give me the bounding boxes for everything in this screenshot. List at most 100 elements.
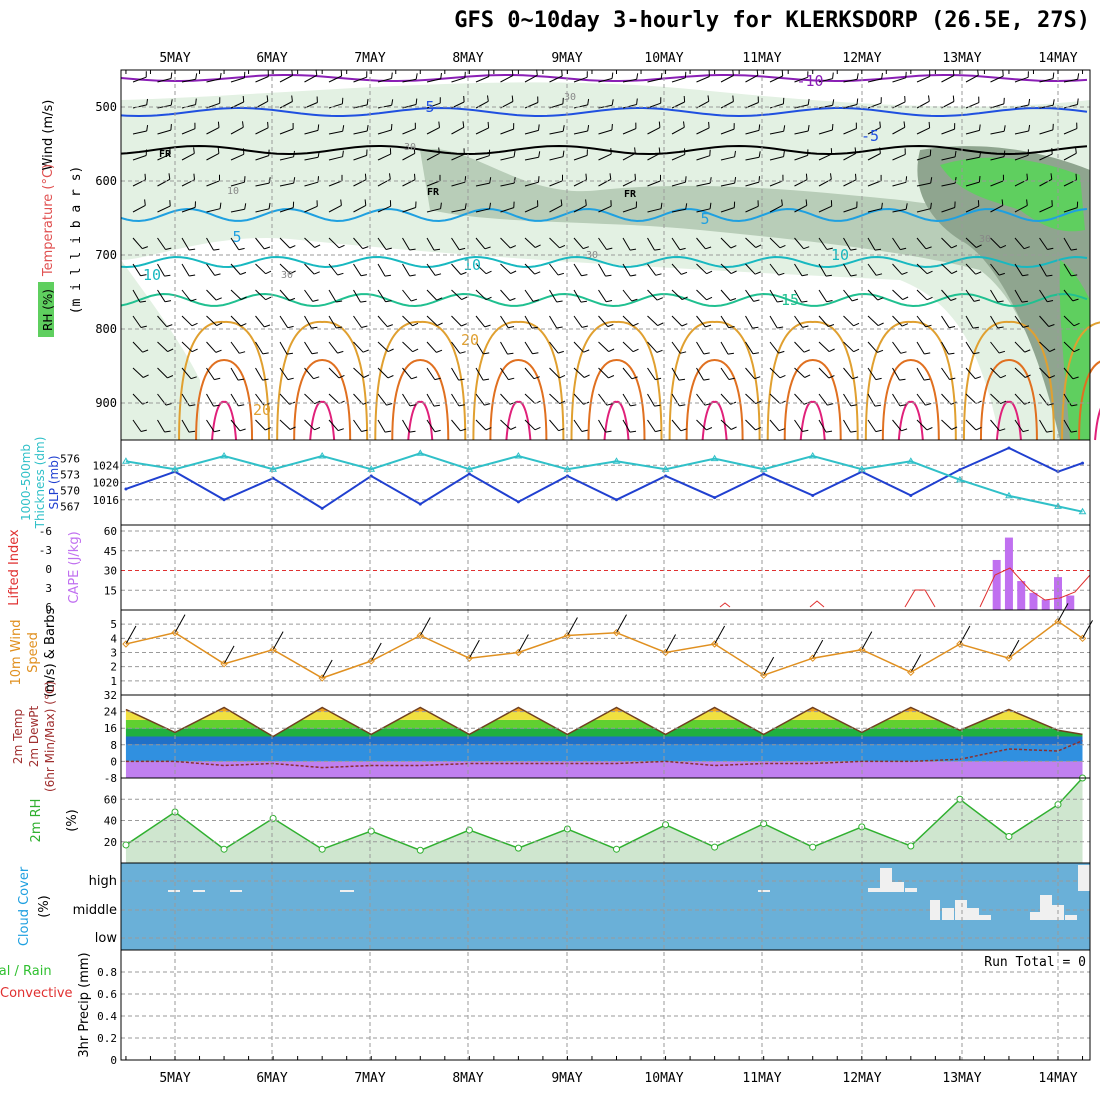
wind-barb-flag [952, 95, 955, 102]
wind-barb [304, 289, 314, 302]
wind-barb-flag [438, 121, 440, 128]
wind-barb-flag [928, 121, 931, 128]
wind-barb [965, 289, 975, 302]
wind-barb [402, 263, 411, 277]
wind-barb-flag [459, 247, 466, 251]
wind-barb [818, 205, 832, 213]
wind-barb [157, 419, 166, 433]
wind-barb-flag [217, 147, 220, 154]
x-tick-label-bottom: 7MAY [354, 1071, 385, 1086]
wind-barb-flag [879, 121, 881, 128]
rh2m-point [122, 841, 130, 849]
slp-line [125, 446, 1083, 510]
y-tick-label: 16 [104, 722, 117, 735]
wind-barb-flag [999, 428, 1006, 432]
wind-barb-flag [832, 99, 835, 106]
y-tick-label: 0 [110, 1054, 117, 1067]
contour-label: 20 [461, 331, 479, 349]
wind-barb [598, 153, 612, 161]
wind-barb [720, 263, 732, 274]
cloud-background [121, 863, 1090, 950]
wind-barb [451, 289, 463, 300]
wind-barb-flag [998, 350, 1006, 354]
slp-ylabel: 1000-500mb Thickness (dm) SLP (mb) [19, 437, 61, 530]
wind-barb-flag [706, 296, 713, 301]
wind-barb [671, 289, 683, 300]
wind-barb-flag [409, 404, 416, 407]
wind-barb [965, 419, 977, 431]
contour-label: FR [427, 187, 440, 198]
wind-barb [573, 204, 587, 213]
wind-barb [769, 180, 784, 187]
x-tick-label-top: 8MAY [452, 51, 483, 66]
rh2m-point [711, 843, 719, 851]
wind-barb-flag [293, 150, 295, 157]
wind-barb [990, 263, 1000, 276]
wind-barb-flag [605, 274, 612, 277]
rh2m-point [1005, 832, 1013, 840]
wind-barb [451, 208, 466, 213]
wind-barb-flag [511, 95, 514, 102]
wind-barb [745, 156, 760, 161]
wind-barb-flag [583, 374, 590, 378]
wind-barb-flag [728, 377, 735, 380]
wind-barb [990, 315, 999, 329]
wind-barb-flag [189, 248, 196, 251]
wind-barb [549, 289, 558, 303]
wind-barb-flag [902, 296, 909, 301]
contour-label: 20 [253, 401, 271, 419]
wind-barb-flag [654, 404, 661, 407]
wind-barb [353, 204, 367, 213]
cape-bar [1017, 581, 1026, 610]
y-tick-label: 24 [104, 706, 118, 719]
chart-title: GFS 0~10day 3-hourly for KLERKSDORP (26.… [454, 8, 1090, 33]
wind10-barb [567, 617, 578, 636]
wind-barb-flag [778, 272, 785, 276]
rh2m-point [514, 844, 522, 852]
wind-barb-flag [606, 247, 613, 250]
wind-barb [132, 393, 143, 405]
wind-barb-flag [1047, 247, 1054, 250]
temp-contour-25 [979, 358, 1038, 441]
wind-barb [230, 126, 244, 135]
wind-barb-flag [850, 248, 857, 251]
wind-barb [720, 237, 732, 249]
wind-barb [892, 153, 906, 161]
wind-barb [892, 367, 900, 381]
thickness-line [125, 452, 1083, 513]
contour-label: 5 [700, 210, 709, 228]
ylabel-line: (%) [65, 809, 80, 832]
wind-barb-flag [363, 374, 370, 378]
wind-barb-flag [484, 324, 491, 328]
wind-barb-flag [778, 428, 785, 432]
wind-barb [622, 341, 634, 353]
wind-barb [451, 77, 466, 83]
cloud-block [942, 908, 954, 920]
wind-barb [818, 315, 829, 327]
wind-barb [304, 181, 319, 187]
wind-barb-flag [877, 322, 884, 327]
wind-barb-flag [485, 427, 492, 431]
wind-barb [622, 128, 637, 135]
wind-barb [598, 315, 609, 327]
wind-barb [965, 205, 980, 213]
wind-barb-flag [244, 176, 246, 183]
wind-barb-flag [538, 176, 540, 183]
x-tick-label-top: 6MAY [256, 51, 287, 66]
y-tick-label: 40 [104, 815, 117, 828]
wind-barb-flag [583, 349, 590, 353]
wind-barb [426, 393, 435, 407]
wind-barb [843, 152, 857, 161]
wind-barb-flag [706, 270, 713, 275]
cloud-ylabel: Cloud Cover (%) [17, 866, 52, 946]
wind-barb [892, 237, 901, 250]
wind-barb [377, 153, 391, 161]
wind-barb [622, 78, 637, 83]
wind-barb [573, 367, 585, 378]
wind-barb [500, 367, 509, 380]
wind-barb-flag [513, 150, 516, 157]
wind-barb [426, 315, 438, 326]
y-tick-label: -8 [104, 772, 117, 785]
wind-barb [916, 289, 928, 301]
